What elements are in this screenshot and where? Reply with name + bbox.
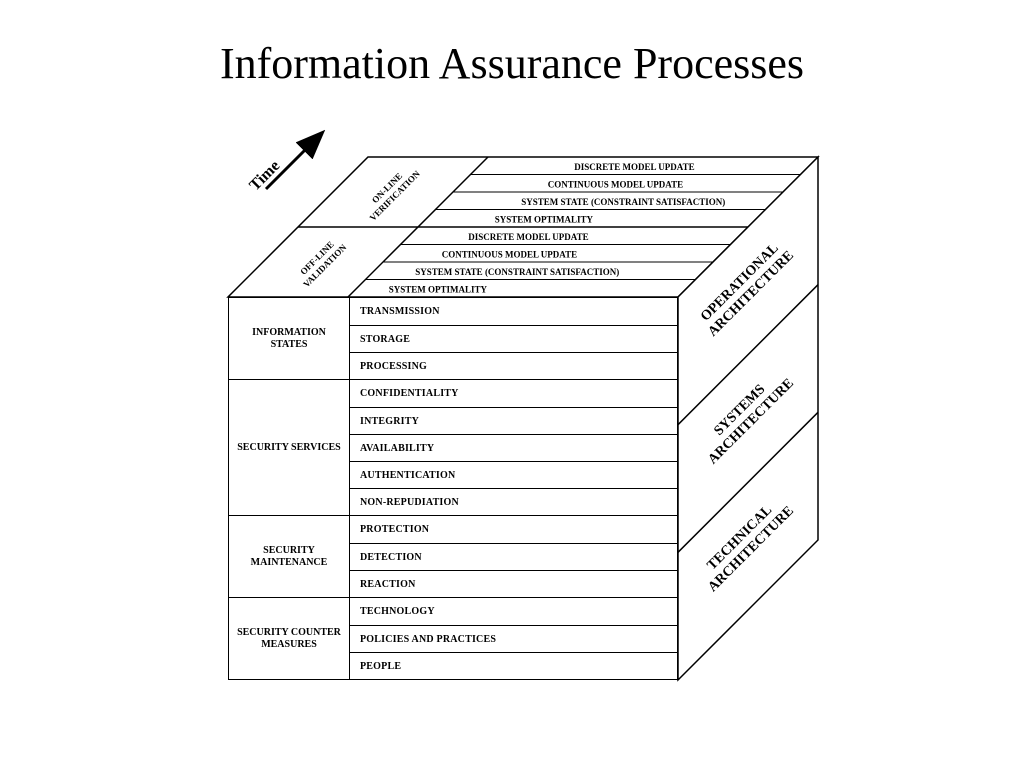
front-group-rows: PROTECTIONDETECTIONREACTION: [349, 516, 677, 597]
top-row-label: DISCRETE MODEL UPDATE: [574, 162, 694, 172]
front-row: CONFIDENTIALITY: [350, 380, 677, 407]
front-group-label: SECURITY SERVICES: [229, 380, 349, 515]
front-row: NON-REPUDIATION: [350, 488, 677, 515]
top-row-label: SYSTEM STATE (CONSTRAINT SATISFACTION): [415, 267, 619, 277]
front-row: TRANSMISSION: [350, 298, 677, 325]
front-group-label: SECURITY MAINTENANCE: [229, 516, 349, 597]
top-row-label: SYSTEM STATE (CONSTRAINT SATISFACTION): [521, 197, 725, 207]
time-axis-label: Time: [246, 157, 283, 194]
front-row: AUTHENTICATION: [350, 461, 677, 488]
top-row-label: SYSTEM OPTIMALITY: [495, 214, 594, 224]
front-row: INTEGRITY: [350, 407, 677, 434]
side-face-label: SYSTEMS: [711, 382, 768, 439]
front-row: STORAGE: [350, 325, 677, 352]
front-face: INFORMATION STATESTRANSMISSIONSTORAGEPRO…: [228, 297, 678, 680]
front-row: PEOPLE: [350, 652, 677, 679]
side-face-label: ARCHITECTURE: [705, 248, 796, 339]
front-row: PROCESSING: [350, 352, 677, 379]
top-row-label: DISCRETE MODEL UPDATE: [468, 232, 588, 242]
side-face-label: ARCHITECTURE: [705, 376, 796, 467]
front-row: AVAILABILITY: [350, 434, 677, 461]
side-face-label: TECHNICAL: [705, 503, 776, 574]
front-group: SECURITY SERVICESCONFIDENTIALITYINTEGRIT…: [229, 379, 677, 515]
top-group-label: OFF-LINE: [298, 239, 335, 276]
top-group-label: ON-LINE: [370, 171, 404, 205]
top-row-label: CONTINUOUS MODEL UPDATE: [442, 249, 577, 259]
top-group-label: VALIDATION: [301, 242, 349, 290]
front-row: TECHNOLOGY: [350, 598, 677, 625]
top-row-label: SYSTEM OPTIMALITY: [389, 284, 488, 294]
diagram-stage: SYSTEM OPTIMALITY SYSTEM STATE (CONSTRAIN…: [0, 0, 1024, 768]
front-group: SECURITY MAINTENANCEPROTECTIONDETECTIONR…: [229, 515, 677, 597]
front-group-rows: TRANSMISSIONSTORAGEPROCESSING: [349, 298, 677, 379]
front-group-label: SECURITY COUNTER MEASURES: [229, 598, 349, 679]
top-group-label: VERIFICATION: [368, 168, 423, 223]
front-group: INFORMATION STATESTRANSMISSIONSTORAGEPRO…: [229, 298, 677, 379]
front-row: PROTECTION: [350, 516, 677, 543]
front-group: SECURITY COUNTER MEASURESTECHNOLOGYPOLIC…: [229, 597, 677, 679]
front-group-rows: TECHNOLOGYPOLICIES AND PRACTICESPEOPLE: [349, 598, 677, 679]
front-row: DETECTION: [350, 543, 677, 570]
top-row-label: CONTINUOUS MODEL UPDATE: [548, 179, 683, 189]
front-row: REACTION: [350, 570, 677, 597]
front-group-rows: CONFIDENTIALITYINTEGRITYAVAILABILITYAUTH…: [349, 380, 677, 515]
side-face-label: ARCHITECTURE: [705, 504, 796, 595]
side-face-label: OPERATIONAL: [698, 241, 782, 325]
front-row: POLICIES AND PRACTICES: [350, 625, 677, 652]
front-group-label: INFORMATION STATES: [229, 298, 349, 379]
